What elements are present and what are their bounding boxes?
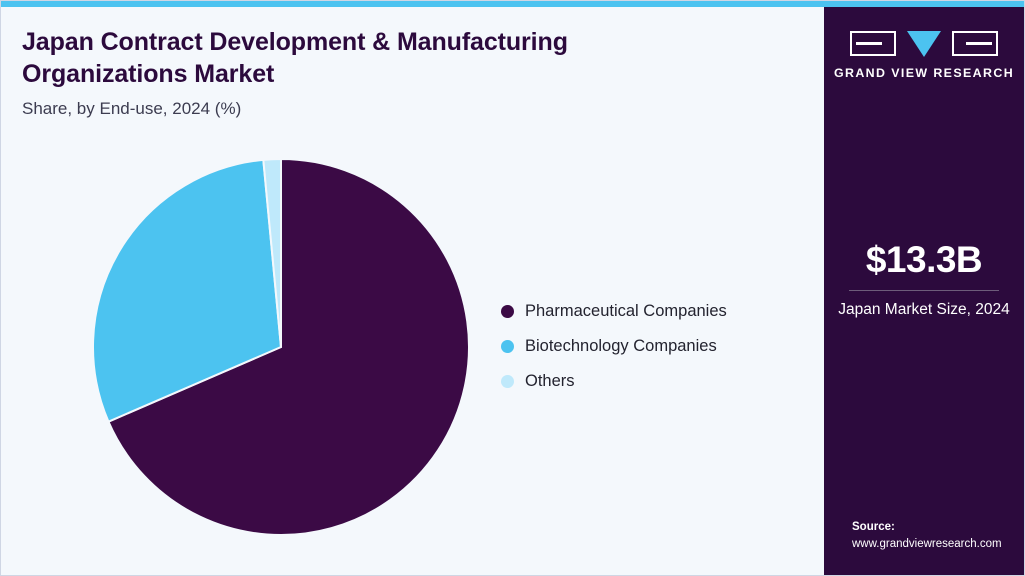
market-size-stat: $13.3B Japan Market Size, 2024 [824, 239, 1024, 321]
stat-caption: Japan Market Size, 2024 [838, 301, 1010, 318]
legend-item: Others [501, 372, 801, 390]
source-block: Source: www.grandviewresearch.com [852, 519, 1024, 554]
logo-triangle-icon [907, 31, 941, 57]
source-url[interactable]: www.grandviewresearch.com [852, 537, 1002, 550]
source-label: Source: [852, 520, 895, 533]
legend-item: Pharmaceutical Companies [501, 302, 801, 320]
top-accent-bar [1, 1, 1024, 7]
logo-mark-icon [850, 29, 998, 59]
page-title: Japan Contract Development & Manufacturi… [22, 28, 568, 88]
pie-chart [91, 157, 471, 537]
legend-color-swatch-biotechnology-companies [501, 339, 514, 353]
chart-area: Pharmaceutical Companies Biotechnology C… [1, 137, 824, 575]
pie-chart-svg [91, 157, 470, 536]
page-subtitle: Share, by End-use, 2024 (%) [22, 99, 242, 118]
stat-value: $13.3B [865, 239, 983, 280]
legend-label-others: Others [525, 371, 575, 390]
legend-item: Biotechnology Companies [501, 337, 801, 355]
chart-panel: Japan Contract Development & Manufacturi… [1, 7, 824, 575]
chart-legend: Pharmaceutical Companies Biotechnology C… [501, 302, 801, 407]
pie-slice-biotechnology-companies [91, 158, 283, 423]
sidebar: GRAND VIEW RESEARCH $13.3B Japan Market … [824, 7, 1024, 575]
legend-label-pharmaceutical-companies: Pharmaceutical Companies [525, 301, 727, 320]
legend-color-swatch-pharmaceutical-companies [501, 304, 514, 318]
stat-divider [849, 290, 999, 291]
legend-label-biotechnology-companies: Biotechnology Companies [525, 336, 717, 355]
logo-right-bracket-icon [952, 31, 998, 56]
pie-slice-pharmaceutical-companies [107, 157, 470, 536]
pie-slice-others [262, 157, 282, 348]
brand-logo: GRAND VIEW RESEARCH [824, 29, 1024, 80]
legend-color-swatch-others [501, 374, 514, 388]
logo-text: GRAND VIEW RESEARCH [833, 66, 1015, 80]
logo-left-bracket-icon [850, 31, 896, 56]
